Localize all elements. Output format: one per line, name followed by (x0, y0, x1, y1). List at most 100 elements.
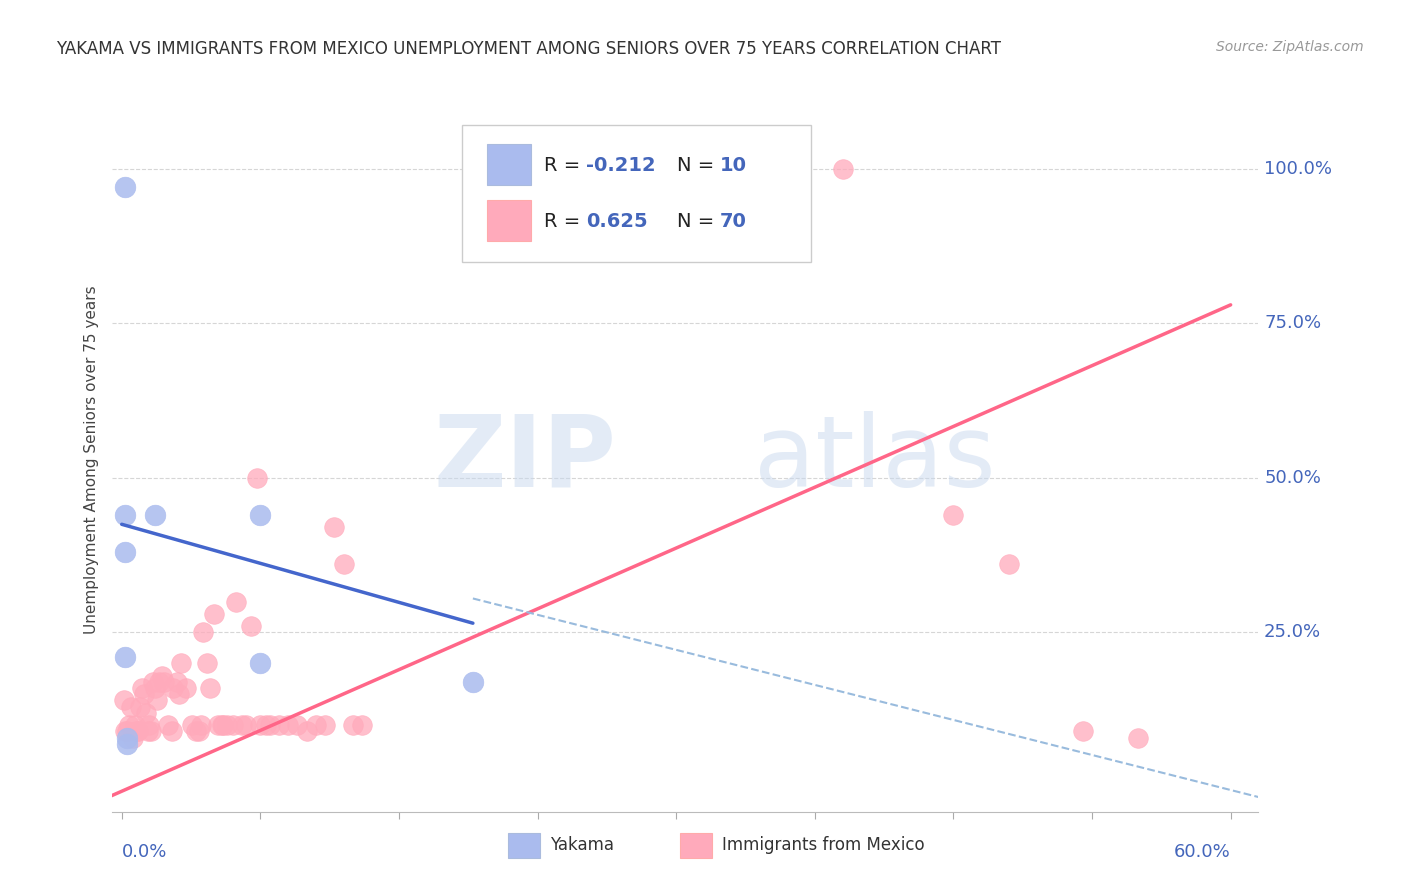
Point (160, 724, 183, 739)
Y-axis label: Unemployment Among Seniors over 75 years: Unemployment Among Seniors over 75 years (83, 285, 98, 633)
Point (221, 718, 243, 732)
Point (246, 471, 269, 485)
Point (285, 718, 308, 732)
Point (259, 718, 281, 732)
Point (314, 718, 336, 732)
Text: N =: N = (678, 156, 721, 175)
Bar (508, 833, 540, 857)
Point (143, 508, 166, 522)
Point (350, 718, 373, 732)
Point (342, 718, 364, 732)
Point (305, 718, 328, 732)
Point (129, 699, 152, 714)
Point (295, 724, 318, 739)
Point (170, 657, 193, 671)
Point (323, 520, 346, 534)
Bar (488, 200, 530, 241)
Text: 50.0%: 50.0% (1264, 469, 1322, 487)
Point (225, 594, 247, 608)
Point (136, 724, 159, 739)
Text: 70: 70 (720, 212, 747, 231)
Point (127, 724, 149, 739)
Point (231, 718, 253, 732)
Point (162, 681, 184, 695)
Point (131, 681, 153, 695)
Point (143, 681, 166, 695)
Point (249, 657, 271, 671)
Point (249, 508, 271, 522)
Text: Immigrants from Mexico: Immigrants from Mexico (723, 836, 925, 854)
Point (148, 674, 170, 689)
Point (114, 508, 136, 522)
Point (132, 687, 155, 701)
Point (235, 718, 257, 732)
Point (207, 718, 229, 732)
Text: 60.0%: 60.0% (1174, 843, 1230, 861)
Point (114, 650, 136, 665)
Point (114, 724, 136, 739)
Point (564, 161, 586, 176)
Point (508, 161, 530, 176)
Text: atlas: atlas (754, 411, 995, 508)
Point (254, 718, 277, 732)
Point (114, 545, 136, 559)
Point (831, 161, 853, 176)
Point (138, 718, 160, 732)
Point (142, 674, 165, 689)
Point (211, 718, 233, 732)
Text: ZIP: ZIP (434, 411, 617, 508)
Point (181, 718, 204, 732)
Point (942, 508, 965, 522)
Point (117, 724, 139, 739)
Point (217, 718, 239, 732)
Point (167, 687, 190, 701)
Point (121, 731, 143, 745)
Point (461, 674, 484, 689)
Point (332, 558, 354, 572)
Text: N =: N = (678, 212, 721, 231)
Point (125, 724, 148, 739)
Text: 0.625: 0.625 (586, 212, 647, 231)
Point (141, 724, 163, 739)
FancyBboxPatch shape (463, 125, 811, 262)
Point (998, 558, 1021, 572)
Point (212, 718, 235, 732)
Text: 100.0%: 100.0% (1264, 160, 1331, 178)
Point (184, 724, 207, 739)
Point (114, 180, 136, 194)
Point (124, 718, 146, 732)
Text: 25.0%: 25.0% (1264, 624, 1322, 641)
Text: 10: 10 (720, 156, 747, 175)
Bar (679, 833, 711, 857)
Point (202, 607, 225, 621)
Point (117, 731, 139, 745)
Point (146, 693, 169, 707)
Point (195, 657, 218, 671)
Point (156, 718, 179, 732)
Text: R =: R = (544, 212, 586, 231)
Text: -0.212: -0.212 (586, 156, 655, 175)
Text: 0.0%: 0.0% (122, 843, 167, 861)
Point (190, 718, 212, 732)
Point (153, 674, 176, 689)
Bar (488, 144, 530, 185)
Point (1071, 724, 1094, 739)
Point (135, 706, 157, 720)
Point (1128, 731, 1150, 745)
Text: R =: R = (544, 156, 586, 175)
Point (166, 674, 188, 689)
Point (249, 718, 271, 732)
Point (479, 161, 502, 176)
Point (536, 161, 558, 176)
Point (240, 619, 263, 633)
Point (150, 669, 173, 683)
Point (267, 718, 290, 732)
Point (188, 724, 211, 739)
Point (200, 681, 222, 695)
Point (176, 681, 198, 695)
Point (120, 699, 142, 714)
Point (112, 693, 135, 707)
Point (191, 625, 214, 640)
Text: YAKAMA VS IMMIGRANTS FROM MEXICO UNEMPLOYMENT AMONG SENIORS OVER 75 YEARS CORREL: YAKAMA VS IMMIGRANTS FROM MEXICO UNEMPLO… (56, 40, 1001, 58)
Point (277, 718, 299, 732)
